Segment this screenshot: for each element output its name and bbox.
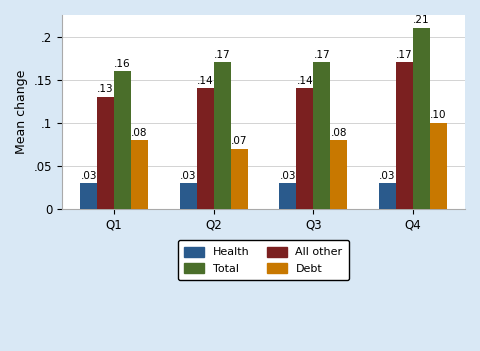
Text: .07: .07 [231,136,247,146]
Text: .21: .21 [413,15,430,25]
Bar [80,183,97,209]
Bar [279,183,296,209]
Bar [97,97,114,209]
Legend: Health, Total, All other, Debt: Health, Total, All other, Debt [178,240,349,280]
Text: .14: .14 [197,76,214,86]
Text: .17: .17 [214,50,230,60]
Y-axis label: Mean change: Mean change [15,70,28,154]
Text: .17: .17 [396,50,413,60]
Text: .13: .13 [97,85,114,94]
Text: .03: .03 [180,171,196,181]
Text: .03: .03 [279,171,296,181]
Text: .14: .14 [297,76,313,86]
Text: .08: .08 [330,127,347,138]
Bar [114,71,131,209]
Bar [214,62,230,209]
Bar [131,140,148,209]
Bar [180,183,197,209]
Text: .17: .17 [313,50,330,60]
Text: .08: .08 [131,127,148,138]
Text: .03: .03 [379,171,396,181]
Bar [379,183,396,209]
Bar [197,88,214,209]
Bar [430,123,447,209]
Bar [330,140,347,209]
Bar [396,62,413,209]
Text: .03: .03 [81,171,97,181]
Bar [313,62,330,209]
Text: .10: .10 [430,110,446,120]
Bar [230,149,248,209]
Bar [296,88,313,209]
Bar [413,28,430,209]
Text: .16: .16 [114,59,131,68]
